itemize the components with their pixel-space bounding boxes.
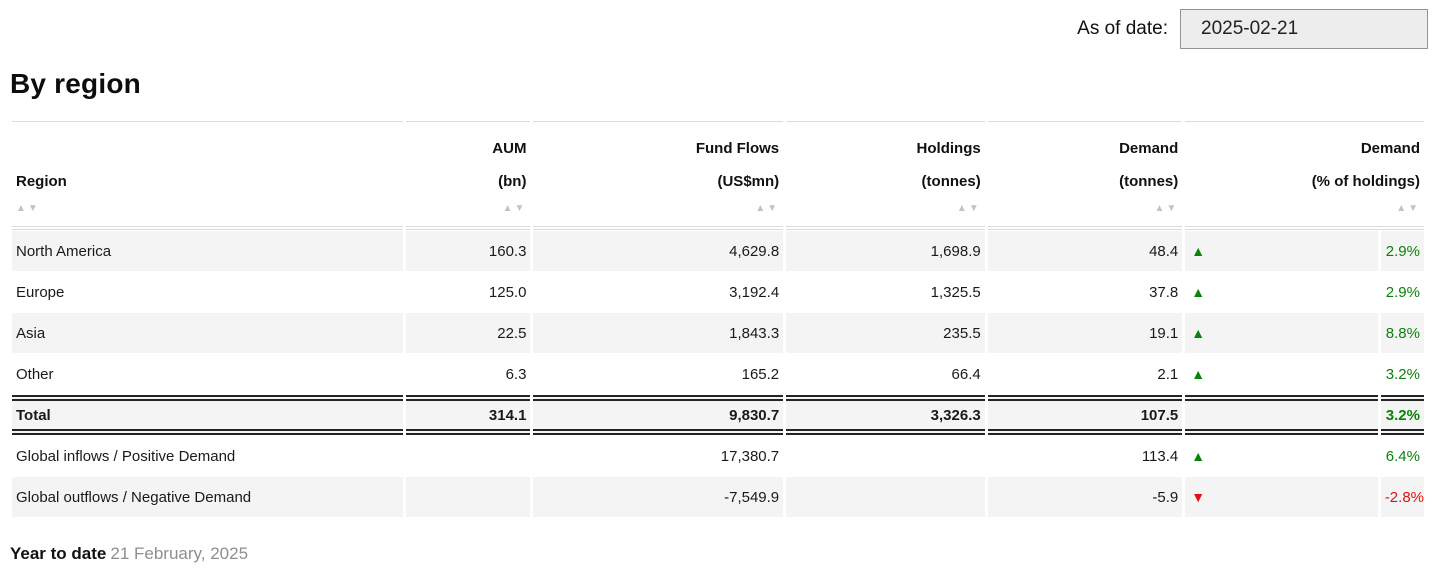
cell-region: Asia [12, 313, 404, 353]
cell-demand-pct: 3.2% [1385, 365, 1420, 383]
cell-holdings: 1,325.5 [930, 283, 981, 301]
down-arrow-icon: ▼ [1191, 488, 1206, 505]
sort-desc-icon[interactable]: ▼ [1166, 203, 1179, 214]
up-arrow-icon: ▲ [1191, 447, 1206, 464]
cell-demand: 48.4 [987, 231, 1183, 271]
table-row: Other 6.3 165.2 66.4 2.1 ▲ 3.2% [12, 354, 1424, 394]
cell-aum: 160.3 [406, 231, 531, 271]
cell-region: Europe [16, 283, 65, 301]
cell-demand: -5.9 [987, 477, 1183, 517]
cell-region: Total [12, 395, 404, 435]
column-header-aum: AUM (bn) ▲▼ [406, 121, 531, 230]
table-row: Global inflows / Positive Demand 17,380.… [12, 436, 1424, 476]
cell-aum [406, 436, 530, 476]
cell-demand: 19.1 [987, 313, 1183, 353]
sort-control[interactable]: ▲▼ [790, 198, 981, 220]
footer-label: Year to date [10, 544, 107, 563]
sort-asc-icon[interactable]: ▲ [1396, 203, 1409, 214]
cell-fund-flows: 1,843.3 [533, 313, 784, 353]
cell-demand-pct: -2.8% [1380, 477, 1424, 517]
cell-aum [406, 477, 531, 517]
table-row: Asia 22.5 1,843.3 235.5 19.1 ▲ 8.8% [12, 313, 1424, 353]
up-arrow-icon: ▲ [1191, 324, 1206, 341]
cell-demand: 37.8 [1149, 283, 1179, 301]
cell-region: North America [12, 231, 404, 271]
up-arrow-icon: ▲ [1191, 365, 1206, 382]
cell-holdings: 66.4 [951, 365, 981, 383]
sort-asc-icon[interactable]: ▲ [956, 203, 969, 214]
cell-fund-flows: 3,192.4 [729, 283, 780, 301]
as-of-date-input[interactable] [1180, 9, 1428, 49]
cell-aum: 22.5 [406, 313, 531, 353]
up-arrow-icon: ▲ [1191, 283, 1206, 300]
cell-demand-direction: ▼ [1185, 477, 1378, 517]
column-header-demand-pct: Demand (% of holdings) ▲▼ [1185, 121, 1424, 230]
sort-control[interactable]: ▲▼ [16, 198, 399, 220]
cell-fund-flows: 17,380.7 [720, 447, 780, 465]
cell-fund-flows: 4,629.8 [533, 231, 784, 271]
sort-desc-icon[interactable]: ▼ [27, 203, 40, 214]
table-header-row: Region ▲▼ AUM (bn) ▲▼ Fund Flows (US$mn)… [12, 121, 1424, 230]
cell-demand: 2.1 [1157, 365, 1179, 383]
column-header-demand-tonnes: Demand (tonnes) ▲▼ [987, 121, 1183, 230]
cell-region: Global inflows / Positive Demand [16, 447, 236, 465]
cell-demand-direction: ▲ [1185, 231, 1378, 271]
cell-demand-direction: ▲ [1185, 436, 1378, 476]
cell-demand-direction [1185, 395, 1378, 435]
by-region-table: Region ▲▼ AUM (bn) ▲▼ Fund Flows (US$mn)… [9, 120, 1427, 518]
footer-note: Year to date 21 February, 2025 [10, 544, 1440, 564]
table-row: North America 160.3 4,629.8 1,698.9 48.4… [12, 231, 1424, 271]
cell-aum: 125.0 [488, 283, 527, 301]
table-row: Global outflows / Negative Demand -7,549… [12, 477, 1424, 517]
up-arrow-icon: ▲ [1191, 242, 1206, 259]
cell-fund-flows: -7,549.9 [533, 477, 784, 517]
top-bar: As of date: [0, 0, 1440, 50]
cell-demand-pct: 2.9% [1385, 283, 1420, 301]
sort-desc-icon[interactable]: ▼ [767, 203, 780, 214]
cell-fund-flows: 9,830.7 [533, 395, 784, 435]
sort-asc-icon[interactable]: ▲ [1154, 203, 1167, 214]
cell-holdings [786, 436, 985, 476]
cell-demand-direction: ▲ [1185, 272, 1378, 312]
sort-control[interactable]: ▲▼ [1189, 198, 1420, 220]
cell-demand-direction: ▲ [1185, 313, 1378, 353]
cell-aum: 6.3 [505, 365, 527, 383]
cell-demand: 107.5 [987, 395, 1183, 435]
sort-asc-icon[interactable]: ▲ [755, 203, 768, 214]
as-of-date-label: As of date: [1077, 18, 1168, 39]
table-row-total: Total 314.1 9,830.7 3,326.3 107.5 3.2% [12, 395, 1424, 435]
cell-holdings: 235.5 [786, 313, 985, 353]
column-header-region: Region ▲▼ [12, 121, 404, 230]
sort-control[interactable]: ▲▼ [537, 198, 779, 220]
cell-demand-pct: 8.8% [1380, 313, 1424, 353]
cell-region: Other [16, 365, 54, 383]
cell-demand-pct: 2.9% [1380, 231, 1424, 271]
cell-fund-flows: 165.2 [741, 365, 780, 383]
sort-asc-icon[interactable]: ▲ [16, 203, 28, 214]
cell-demand-pct: 3.2% [1380, 395, 1424, 435]
cell-demand: 113.4 [1141, 447, 1179, 465]
cell-region: Global outflows / Negative Demand [12, 477, 404, 517]
sort-desc-icon[interactable]: ▼ [968, 203, 981, 214]
column-header-fund-flows: Fund Flows (US$mn) ▲▼ [533, 121, 784, 230]
page-title: By region [10, 68, 141, 99]
sort-desc-icon[interactable]: ▼ [514, 203, 527, 214]
cell-demand-pct: 6.4% [1385, 447, 1420, 465]
sort-control[interactable]: ▲▼ [410, 198, 526, 220]
cell-demand-direction: ▲ [1185, 354, 1378, 394]
sort-desc-icon[interactable]: ▼ [1408, 203, 1420, 214]
sort-control[interactable]: ▲▼ [992, 198, 1179, 220]
column-header-holdings: Holdings (tonnes) ▲▼ [786, 121, 985, 230]
table-row: Europe 125.0 3,192.4 1,325.5 37.8 ▲ 2.9% [12, 272, 1424, 312]
footer-date: 21 February, 2025 [110, 544, 249, 563]
cell-holdings: 1,698.9 [786, 231, 985, 271]
cell-holdings [786, 477, 985, 517]
cell-aum: 314.1 [406, 395, 531, 435]
sort-asc-icon[interactable]: ▲ [502, 203, 515, 214]
cell-holdings: 3,326.3 [786, 395, 985, 435]
